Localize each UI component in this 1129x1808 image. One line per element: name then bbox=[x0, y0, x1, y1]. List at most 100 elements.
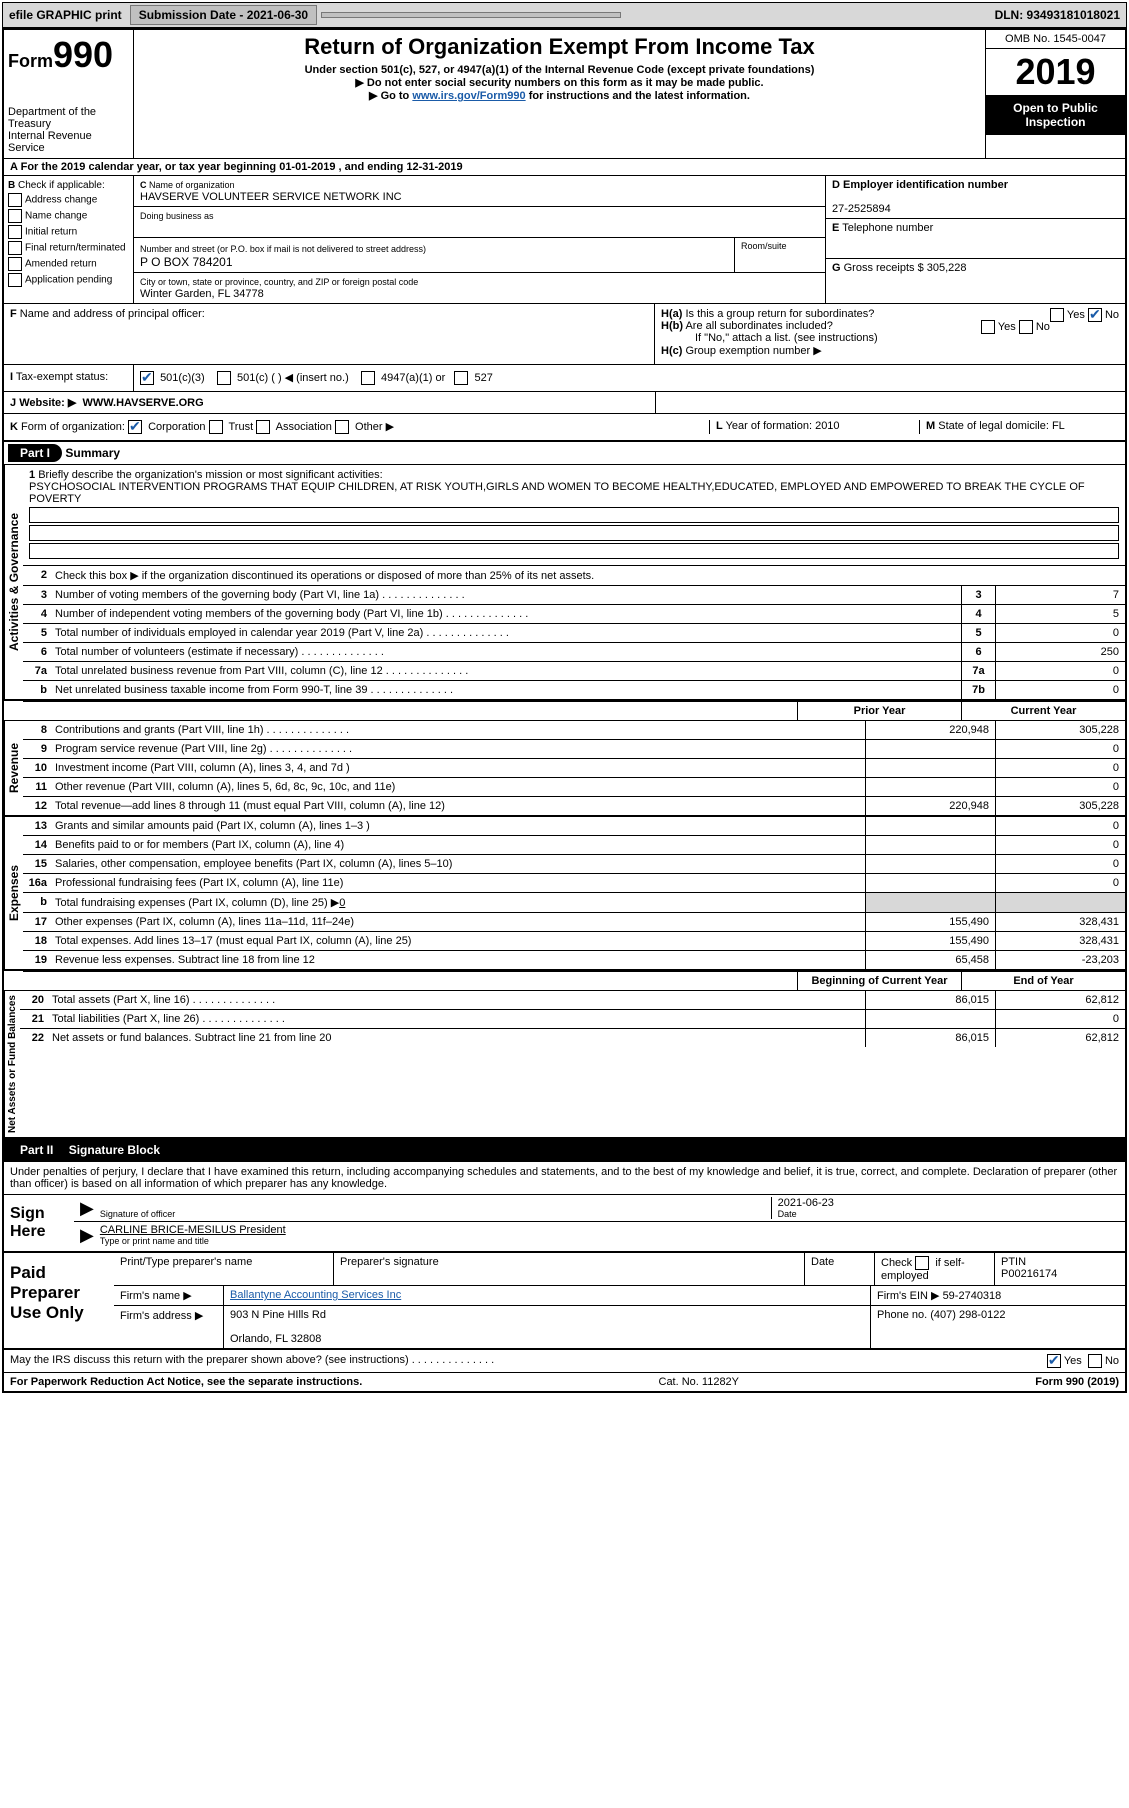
form-number: Form990 bbox=[8, 34, 129, 76]
irs-link[interactable]: www.irs.gov/Form990 bbox=[412, 90, 525, 102]
discuss-text: May the IRS discuss this return with the… bbox=[10, 1354, 1047, 1368]
line-4: Number of independent voting members of … bbox=[51, 605, 961, 623]
chk-other[interactable] bbox=[335, 420, 349, 434]
goto-post: for instructions and the latest informat… bbox=[526, 90, 750, 102]
header-title-block: Return of Organization Exempt From Incom… bbox=[134, 30, 985, 158]
chk-trust[interactable] bbox=[209, 420, 223, 434]
chk-address-change[interactable]: Address change bbox=[8, 193, 129, 207]
dln-label: DLN: 93493181018021 bbox=[989, 6, 1126, 24]
firm-addr: 903 N Pine HIlls RdOrlando, FL 32808 bbox=[224, 1306, 871, 1348]
cy-11: 0 bbox=[995, 778, 1125, 796]
hb-text: Are all subordinates included? bbox=[685, 320, 832, 332]
sig-arrow-2: ▶ bbox=[80, 1225, 94, 1246]
footer-mid: Cat. No. 11282Y bbox=[362, 1376, 1035, 1388]
officer-name: CARLINE BRICE-MESILUS President bbox=[100, 1224, 286, 1236]
line-3: Number of voting members of the governin… bbox=[51, 586, 961, 604]
paid-preparer-grid: Paid Preparer Use Only Print/Type prepar… bbox=[4, 1253, 1125, 1350]
end-22: 62,812 bbox=[995, 1029, 1125, 1047]
hdr-beginning: Beginning of Current Year bbox=[797, 972, 961, 990]
ha-no[interactable] bbox=[1088, 308, 1102, 322]
line-9: Program service revenue (Part VIII, line… bbox=[51, 740, 865, 758]
chk-4947[interactable] bbox=[361, 371, 375, 385]
mission-label: Briefly describe the organization's miss… bbox=[38, 469, 382, 481]
sig-officer-label: Signature of officer bbox=[100, 1209, 771, 1219]
chk-app-pending[interactable]: Application pending bbox=[8, 273, 129, 287]
section-C: C Name of organization HAVSERVE VOLUNTEE… bbox=[134, 176, 825, 303]
tax-period: A For the 2019 calendar year, or tax yea… bbox=[4, 159, 1125, 176]
beg-20: 86,015 bbox=[865, 991, 995, 1009]
part-II-header: Part II Signature Block bbox=[4, 1139, 1125, 1162]
ha-yes[interactable] bbox=[1050, 308, 1064, 322]
chk-initial-return[interactable]: Initial return bbox=[8, 225, 129, 239]
opti-1: Open to Public bbox=[1013, 101, 1098, 115]
submission-date-button[interactable]: Submission Date - 2021-06-30 bbox=[130, 5, 317, 25]
line-15: Salaries, other compensation, employee b… bbox=[51, 855, 865, 873]
discuss-row: May the IRS discuss this return with the… bbox=[4, 1350, 1125, 1373]
org-address: P O BOX 784201 bbox=[140, 255, 233, 269]
form-990: Form990 Department of the Treasury Inter… bbox=[2, 28, 1127, 1393]
val-4: 5 bbox=[995, 605, 1125, 623]
vlabel-net: Net Assets or Fund Balances bbox=[4, 991, 20, 1137]
subtitle-2: Do not enter social security numbers on … bbox=[142, 76, 977, 89]
part-II-badge: Part II bbox=[8, 1141, 65, 1159]
py-16b bbox=[865, 893, 995, 912]
header-right: OMB No. 1545-0047 2019 Open to Public In… bbox=[985, 30, 1125, 158]
dept-treasury: Department of the Treasury bbox=[8, 106, 129, 130]
chk-name-change[interactable]: Name change bbox=[8, 209, 129, 223]
mission-line-2 bbox=[29, 525, 1119, 541]
py-11 bbox=[865, 778, 995, 796]
blank-button[interactable] bbox=[321, 12, 621, 18]
line-6: Total number of volunteers (estimate if … bbox=[51, 643, 961, 661]
ptin-value: P00216174 bbox=[1001, 1268, 1057, 1280]
hb-yes[interactable] bbox=[981, 320, 995, 334]
omb-number: OMB No. 1545-0047 bbox=[986, 30, 1125, 49]
discuss-yes[interactable] bbox=[1047, 1354, 1061, 1368]
py-10 bbox=[865, 759, 995, 777]
val-6: 250 bbox=[995, 643, 1125, 661]
vlabel-governance: Activities & Governance bbox=[4, 465, 23, 699]
py-8: 220,948 bbox=[865, 721, 995, 739]
cy-16a: 0 bbox=[995, 874, 1125, 892]
firm-ein-cell: Firm's EIN ▶ 59-2740318 bbox=[871, 1286, 1125, 1305]
fundraising-total: 0 bbox=[339, 897, 345, 909]
line-7b: Net unrelated business taxable income fr… bbox=[51, 681, 961, 699]
chk-self-employed[interactable] bbox=[915, 1256, 929, 1270]
sig-arrow-1: ▶ bbox=[80, 1198, 94, 1219]
firm-name-link[interactable]: Ballantyne Accounting Services Inc bbox=[230, 1289, 401, 1301]
sign-here-grid: Sign Here ▶ Signature of officer 2021-06… bbox=[4, 1195, 1125, 1253]
year-formation: Year of formation: 2010 bbox=[726, 420, 840, 432]
identity-grid: B Check if applicable: Address change Na… bbox=[4, 176, 1125, 304]
line-18: Total expenses. Add lines 13–17 (must eq… bbox=[51, 932, 865, 950]
sig-date-label: Date bbox=[778, 1209, 1113, 1219]
mission-line-3 bbox=[29, 543, 1119, 559]
section-net-assets: Net Assets or Fund Balances 20Total asse… bbox=[4, 991, 1125, 1139]
prep-name-hdr: Print/Type preparer's name bbox=[114, 1253, 334, 1285]
state-domicile: State of legal domicile: FL bbox=[938, 420, 1065, 432]
org-city: Winter Garden, FL 34778 bbox=[140, 288, 264, 300]
row-website: J Website: ▶ WWW.HAVSERVE.ORG bbox=[4, 392, 1125, 414]
chk-501c[interactable] bbox=[217, 371, 231, 385]
mission-text: PSYCHOSOCIAL INTERVENTION PROGRAMS THAT … bbox=[29, 481, 1085, 505]
paid-label: Paid Preparer Use Only bbox=[4, 1253, 114, 1348]
net-header: N Beginning of Current Year End of Year bbox=[4, 971, 1125, 991]
hb-no[interactable] bbox=[1019, 320, 1033, 334]
chk-501c3[interactable] bbox=[140, 371, 154, 385]
dept-irs: Internal Revenue Service bbox=[8, 130, 129, 154]
val-3: 7 bbox=[995, 586, 1125, 604]
discuss-no[interactable] bbox=[1088, 1354, 1102, 1368]
beg-21 bbox=[865, 1010, 995, 1028]
chk-assoc[interactable] bbox=[256, 420, 270, 434]
chk-corp[interactable] bbox=[128, 420, 142, 434]
ein-label: Employer identification number bbox=[843, 179, 1008, 191]
chk-final-return[interactable]: Final return/terminated bbox=[8, 241, 129, 255]
hdr-end: End of Year bbox=[961, 972, 1125, 990]
footer-right: Form 990 (2019) bbox=[1035, 1376, 1119, 1388]
chk-amended[interactable]: Amended return bbox=[8, 257, 129, 271]
sign-here-label: Sign Here bbox=[4, 1195, 74, 1251]
sig-date: 2021-06-23 bbox=[778, 1197, 1113, 1209]
chk-527[interactable] bbox=[454, 371, 468, 385]
py-9 bbox=[865, 740, 995, 758]
py-cy-header: R Prior Year Current Year bbox=[4, 701, 1125, 721]
cy-19: -23,203 bbox=[995, 951, 1125, 969]
row-K: K Form of organization: Corporation Trus… bbox=[4, 414, 1125, 442]
